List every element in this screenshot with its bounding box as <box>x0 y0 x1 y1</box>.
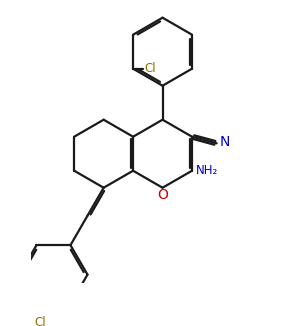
Text: N: N <box>219 135 230 149</box>
Text: Cl: Cl <box>144 62 156 75</box>
Text: Cl: Cl <box>34 316 46 326</box>
Text: O: O <box>157 188 168 202</box>
Text: NH₂: NH₂ <box>196 164 218 177</box>
